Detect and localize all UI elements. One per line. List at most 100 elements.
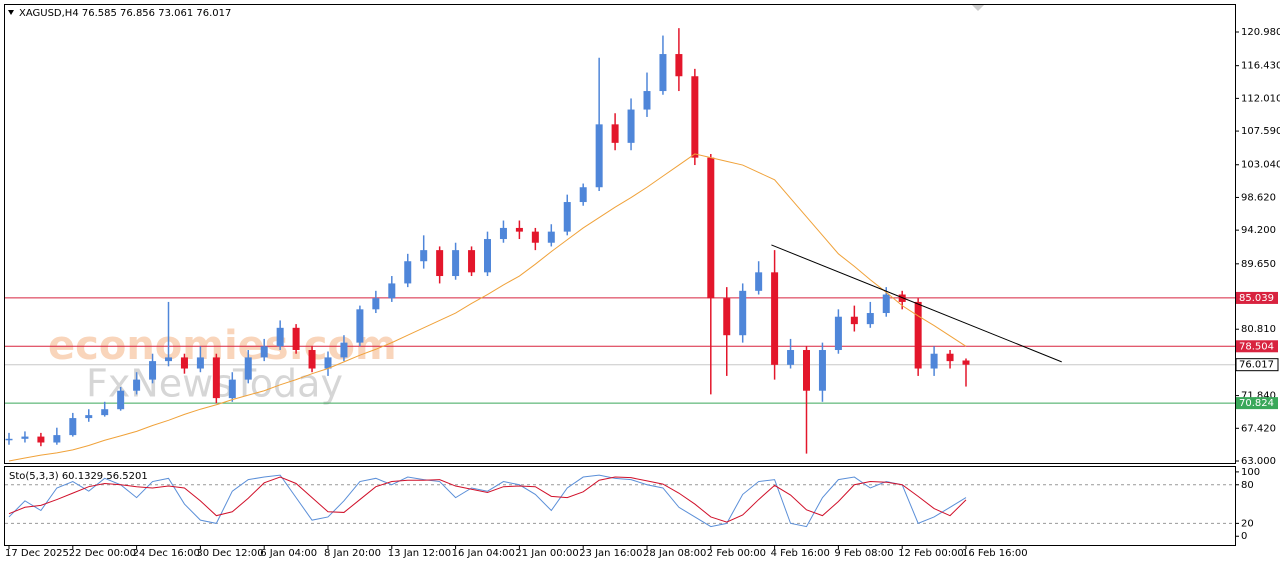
- candle-body: [627, 109, 635, 143]
- oscillator-line: [8, 474, 967, 528]
- candle-body: [882, 294, 890, 314]
- x-tick-label: 21 Jan 00:00: [515, 548, 578, 559]
- x-tick-label: 28 Jan 08:00: [643, 548, 706, 559]
- candle-body: [21, 436, 29, 439]
- candle-body: [691, 76, 699, 158]
- y-tick-label: 94.200: [1241, 225, 1276, 236]
- y-tick-label: 103.040: [1241, 160, 1280, 171]
- candle-body: [914, 301, 922, 369]
- y-tick-label: 80.810: [1241, 324, 1276, 335]
- x-tick-label: 4 Feb 16:00: [771, 548, 830, 559]
- y-tick-label: 120.980: [1241, 27, 1280, 38]
- oscillator-line: [8, 476, 967, 523]
- candle-body: [420, 250, 428, 262]
- candle-body: [244, 357, 252, 380]
- candle-body: [643, 91, 651, 110]
- candle-body: [723, 298, 731, 336]
- candle-body: [515, 227, 523, 232]
- candle-body: [149, 361, 157, 380]
- candle-body: [803, 350, 810, 391]
- x-tick-label: 8 Jan 20:00: [324, 548, 381, 559]
- level-label: 70.824: [1239, 398, 1274, 409]
- oscillator-tick-label: 80: [1241, 480, 1254, 491]
- oscillator-tick-label: 0: [1241, 531, 1247, 542]
- header-arrow: [8, 10, 14, 15]
- level-label: 85.039: [1239, 293, 1274, 304]
- candle-body: [739, 290, 747, 336]
- candle-body: [818, 350, 826, 391]
- oscillator-tick-label: 100: [1241, 467, 1260, 478]
- candle-body: [324, 357, 332, 369]
- x-tick-label: 22 Dec 00:00: [69, 548, 136, 559]
- candle-body: [356, 309, 364, 343]
- candle-body: [436, 250, 444, 277]
- candle-body: [834, 316, 842, 351]
- y-tick-label: 71.840: [1241, 391, 1276, 402]
- candle-body: [53, 435, 61, 443]
- x-tick-label: 23 Jan 16:00: [579, 548, 642, 559]
- candle-body: [117, 390, 125, 410]
- candle-body: [85, 415, 93, 419]
- x-tick-label: 16 Jan 04:00: [452, 548, 515, 559]
- candle-body: [675, 54, 683, 77]
- candle-body: [5, 438, 13, 441]
- candle-body: [755, 272, 763, 291]
- candle-body: [37, 436, 45, 443]
- level-label-box: [1236, 340, 1278, 353]
- chart-title: XAGUSD,H4 76.585 76.856 73.061 76.017: [19, 8, 231, 19]
- level-label: 78.504: [1239, 341, 1274, 352]
- x-tick-label: 2 Feb 00:00: [707, 548, 766, 559]
- candle-body: [404, 261, 412, 284]
- x-tick-label: 13 Jan 12:00: [388, 548, 451, 559]
- candle-body: [866, 313, 874, 325]
- candle-body: [276, 327, 284, 347]
- x-tick-label: 6 Jan 04:00: [260, 548, 317, 559]
- candle-body: [388, 283, 396, 299]
- candle-body: [930, 353, 938, 369]
- oscillator-panel: [4, 466, 1236, 546]
- oscillator-title: Sto(5,3,3) 60.1329 56.5201: [9, 471, 148, 482]
- trendline: [771, 244, 1062, 363]
- level-label-box: [1236, 291, 1278, 304]
- candle-body: [133, 379, 141, 391]
- candle-body: [260, 346, 268, 358]
- candle-body: [547, 231, 555, 243]
- candle-body: [659, 54, 667, 92]
- price-panel: [4, 4, 1236, 464]
- level-label: 76.017: [1239, 360, 1274, 371]
- y-tick-label: 112.010: [1241, 93, 1280, 104]
- level-label-box: [1235, 358, 1279, 372]
- candle-body: [212, 357, 220, 399]
- candle-body: [180, 357, 188, 369]
- candle-body: [228, 379, 236, 399]
- candle-body: [308, 350, 316, 369]
- candle-body: [595, 124, 603, 188]
- panel-arrow: [972, 5, 984, 11]
- y-tick-label: 107.590: [1241, 126, 1280, 137]
- oscillator-tick-label: 20: [1241, 518, 1254, 529]
- candle-body: [452, 250, 460, 277]
- candle-body: [484, 239, 491, 273]
- candle-body: [787, 350, 795, 365]
- candle-body: [946, 353, 954, 362]
- y-tick-label: 98.620: [1241, 192, 1276, 203]
- candle-body: [850, 316, 858, 325]
- candle-body: [707, 157, 715, 299]
- candle-body: [579, 187, 587, 203]
- candle-body: [531, 231, 539, 243]
- candle-body: [611, 124, 619, 143]
- y-tick-label: 89.650: [1241, 259, 1276, 270]
- candle-body: [962, 360, 970, 365]
- x-tick-label: 16 Feb 16:00: [962, 548, 1028, 559]
- x-tick-label: 9 Feb 08:00: [834, 548, 893, 559]
- candle-body: [898, 294, 906, 302]
- candle-body: [292, 327, 300, 351]
- x-tick-label: 17 Dec 2025: [5, 548, 69, 559]
- y-tick-label: 116.430: [1241, 61, 1280, 72]
- candle-body: [165, 357, 172, 362]
- candle-body: [468, 250, 476, 273]
- level-label-box: [1236, 397, 1278, 410]
- x-tick-label: 12 Feb 00:00: [898, 548, 964, 559]
